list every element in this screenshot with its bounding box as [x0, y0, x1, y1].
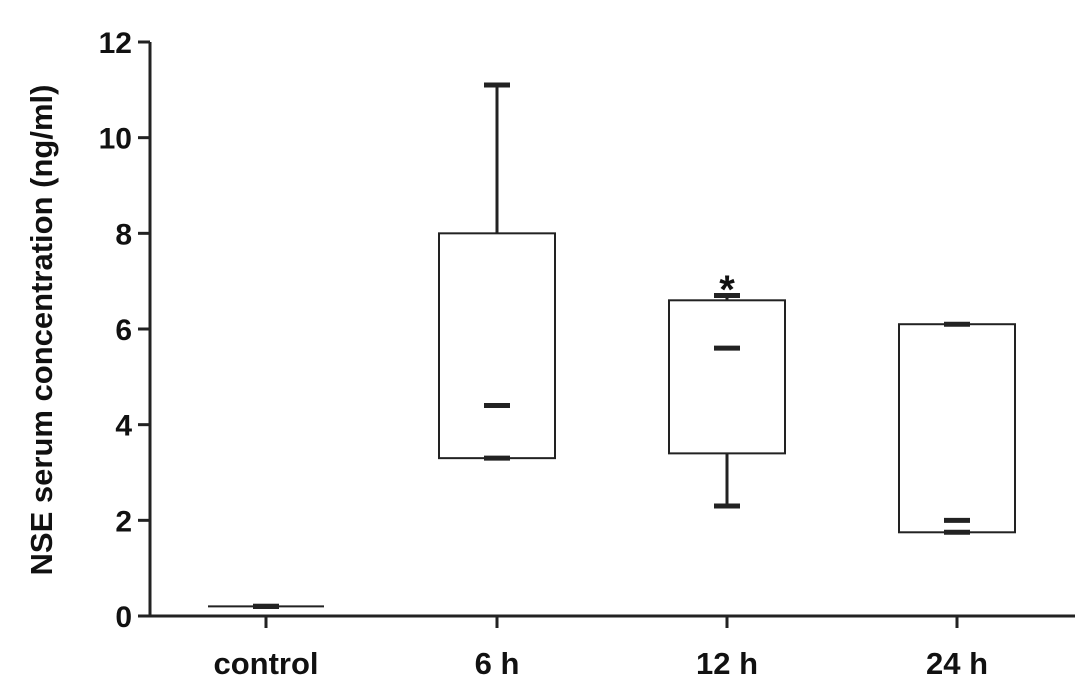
y-axis: 0 2 4 6 8 10 12	[99, 27, 152, 634]
box-12h	[668, 293, 786, 509]
x-tick-label: 6 h	[475, 646, 520, 681]
annotations: *	[719, 268, 735, 312]
y-tick-label: 4	[115, 410, 132, 443]
y-tick-label: 12	[99, 27, 132, 60]
boxes	[208, 82, 1016, 609]
box-6h	[438, 82, 556, 461]
y-tick-label: 0	[115, 601, 132, 634]
x-tick-label: control	[213, 646, 318, 681]
box-rect	[668, 299, 786, 455]
x-tick-label: 24 h	[926, 646, 988, 681]
y-tick-label: 8	[115, 218, 132, 251]
x-axis: control 6 h 12 h 24 h	[150, 614, 1075, 681]
significance-marker: *	[719, 268, 735, 312]
y-tick-label: 10	[99, 123, 132, 156]
y-tick-label: 2	[115, 505, 132, 538]
y-tick-label: 6	[115, 314, 132, 347]
box-rect	[438, 232, 556, 460]
x-tick-label: 12 h	[696, 646, 758, 681]
y-axis-label: NSE serum concentration (ng/ml)	[24, 85, 59, 576]
box-24h	[898, 321, 1016, 535]
box-rect	[898, 323, 1016, 534]
